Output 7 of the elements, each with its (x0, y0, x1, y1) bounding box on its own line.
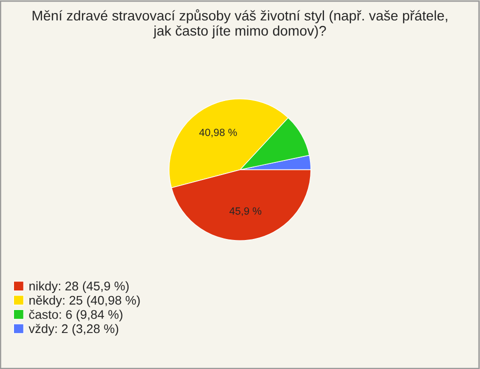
legend-label: často: 6 (9,84 %) (29, 310, 122, 322)
chart-title: Mění zdravé stravovací způsoby váš životní styl (např. vaše přátele, jak často jíte mimo domov)? (32, 9, 448, 38)
legend-label: vždy: 2 (3,28 %) (28, 324, 118, 336)
legend-label: nikdy: 28 (45,9 %) (29, 281, 129, 293)
data-label: 45,9 % (229, 207, 262, 216)
legend-label: někdy: 25 (40,98 %) (29, 295, 140, 308)
data-label: 40,98 % (199, 128, 237, 138)
